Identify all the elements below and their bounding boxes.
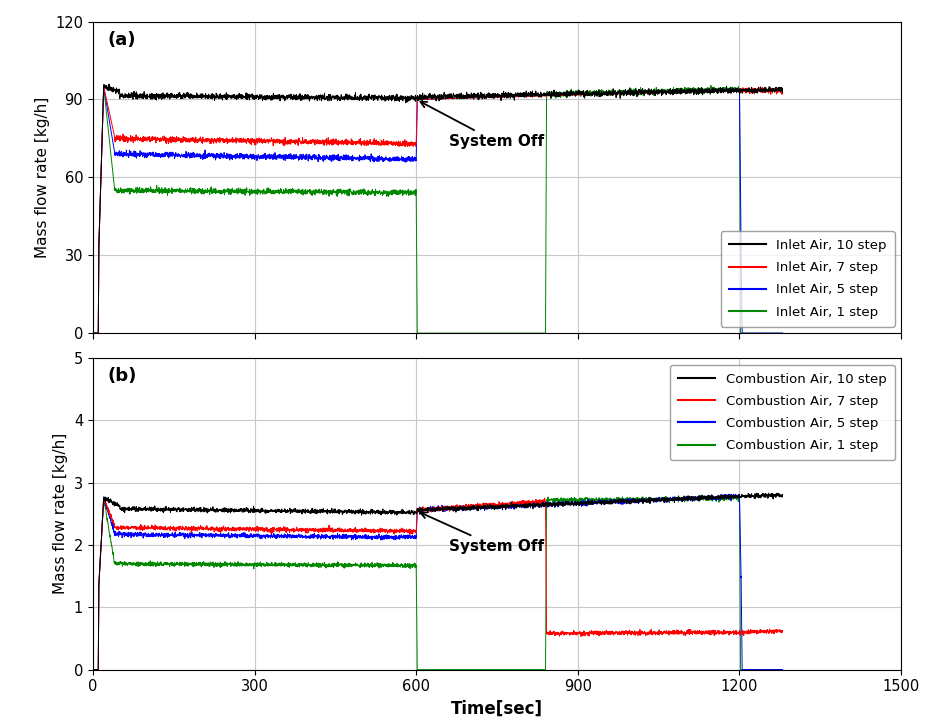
Combustion Air, 1 step <box>756 665 767 674</box>
Combustion Air, 5 step <box>724 490 735 498</box>
Combustion Air, 7 step <box>756 626 767 634</box>
Line: Inlet Air, 7 step: Inlet Air, 7 step <box>93 86 781 333</box>
Inlet Air, 5 step <box>759 329 770 338</box>
Line: Combustion Air, 1 step: Combustion Air, 1 step <box>93 495 781 670</box>
Combustion Air, 5 step <box>759 665 770 674</box>
Text: System Off: System Off <box>420 513 543 554</box>
Combustion Air, 1 step <box>523 665 535 674</box>
Inlet Air, 7 step <box>776 89 787 97</box>
Combustion Air, 5 step <box>776 665 787 674</box>
Inlet Air, 1 step <box>523 329 535 338</box>
Combustion Air, 7 step <box>668 629 679 638</box>
Inlet Air, 10 step <box>745 89 756 97</box>
Inlet Air, 5 step <box>135 148 146 157</box>
Inlet Air, 10 step <box>135 91 146 100</box>
Inlet Air, 7 step <box>98 82 110 91</box>
Combustion Air, 5 step <box>309 533 320 541</box>
Combustion Air, 10 step <box>473 502 484 510</box>
Combustion Air, 1 step <box>755 665 767 674</box>
Combustion Air, 1 step <box>417 665 428 674</box>
Inlet Air, 7 step <box>494 93 505 102</box>
Inlet Air, 1 step <box>756 329 767 338</box>
X-axis label: Time[sec]: Time[sec] <box>450 700 543 718</box>
Inlet Air, 10 step <box>494 91 505 99</box>
Combustion Air, 5 step <box>135 531 146 539</box>
Combustion Air, 10 step <box>745 491 756 500</box>
Legend: Combustion Air, 10 step, Combustion Air, 7 step, Combustion Air, 5 step, Combust: Combustion Air, 10 step, Combustion Air,… <box>670 364 894 460</box>
Combustion Air, 7 step <box>98 493 110 502</box>
Inlet Air, 5 step <box>87 329 98 338</box>
Inlet Air, 7 step <box>309 140 320 149</box>
Combustion Air, 1 step <box>720 490 731 499</box>
Combustion Air, 5 step <box>87 665 98 674</box>
Combustion Air, 7 step <box>417 506 428 515</box>
Combustion Air, 10 step <box>135 505 146 513</box>
Inlet Air, 5 step <box>494 92 505 101</box>
Combustion Air, 1 step <box>667 495 678 503</box>
Text: (a): (a) <box>108 31 135 49</box>
Inlet Air, 5 step <box>745 329 756 338</box>
Combustion Air, 10 step <box>762 489 773 498</box>
Inlet Air, 7 step <box>759 85 770 94</box>
Combustion Air, 7 step <box>135 523 147 531</box>
Inlet Air, 7 step <box>473 94 484 102</box>
Text: (b): (b) <box>108 367 136 385</box>
Inlet Air, 1 step <box>704 81 715 90</box>
Combustion Air, 10 step <box>759 491 770 500</box>
Combustion Air, 10 step <box>494 502 505 510</box>
Combustion Air, 1 step <box>87 665 98 674</box>
Y-axis label: Mass flow rate [kg/h]: Mass flow rate [kg/h] <box>53 433 68 595</box>
Line: Combustion Air, 7 step: Combustion Air, 7 step <box>93 498 781 670</box>
Line: Inlet Air, 5 step: Inlet Air, 5 step <box>93 86 781 333</box>
Combustion Air, 5 step <box>494 500 505 509</box>
Inlet Air, 1 step <box>87 329 98 338</box>
Inlet Air, 10 step <box>473 94 484 103</box>
Combustion Air, 5 step <box>745 665 756 674</box>
Inlet Air, 10 step <box>776 88 787 96</box>
Combustion Air, 1 step <box>776 665 787 674</box>
Inlet Air, 10 step <box>87 329 98 338</box>
Legend: Inlet Air, 10 step, Inlet Air, 7 step, Inlet Air, 5 step, Inlet Air, 1 step: Inlet Air, 10 step, Inlet Air, 7 step, I… <box>720 231 894 327</box>
Inlet Air, 10 step <box>759 85 770 94</box>
Line: Inlet Air, 10 step: Inlet Air, 10 step <box>93 84 781 333</box>
Line: Combustion Air, 5 step: Combustion Air, 5 step <box>93 494 781 670</box>
Inlet Air, 7 step <box>87 329 98 338</box>
Line: Combustion Air, 10 step: Combustion Air, 10 step <box>93 493 781 670</box>
Inlet Air, 1 step <box>667 86 678 95</box>
Combustion Air, 1 step <box>135 558 147 567</box>
Inlet Air, 7 step <box>135 133 146 142</box>
Inlet Air, 1 step <box>417 329 428 338</box>
Line: Inlet Air, 1 step: Inlet Air, 1 step <box>93 86 781 333</box>
Combustion Air, 7 step <box>523 498 535 506</box>
Inlet Air, 5 step <box>98 82 110 91</box>
Inlet Air, 1 step <box>755 329 767 338</box>
Inlet Air, 1 step <box>776 329 787 338</box>
Combustion Air, 10 step <box>309 505 320 514</box>
Combustion Air, 7 step <box>776 627 787 636</box>
Combustion Air, 7 step <box>87 665 98 674</box>
Inlet Air, 5 step <box>309 155 320 163</box>
Combustion Air, 10 step <box>776 491 787 500</box>
Inlet Air, 10 step <box>309 92 320 101</box>
Y-axis label: Mass flow rate [kg/h]: Mass flow rate [kg/h] <box>34 96 49 258</box>
Text: System Off: System Off <box>420 102 543 149</box>
Combustion Air, 7 step <box>755 626 767 634</box>
Inlet Air, 5 step <box>473 93 484 102</box>
Inlet Air, 1 step <box>135 186 147 195</box>
Inlet Air, 10 step <box>104 80 115 89</box>
Inlet Air, 7 step <box>745 86 756 94</box>
Combustion Air, 5 step <box>473 504 484 513</box>
Combustion Air, 10 step <box>87 665 98 674</box>
Inlet Air, 5 step <box>776 329 787 338</box>
